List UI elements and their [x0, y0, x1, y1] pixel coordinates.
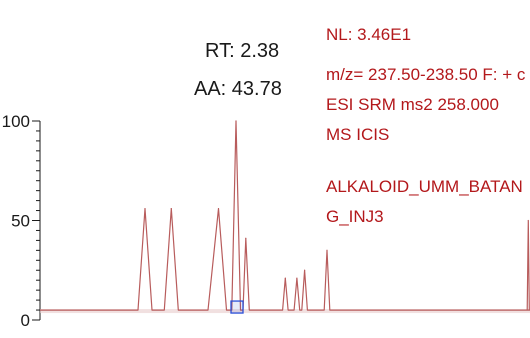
- y-tick-label: 50: [11, 212, 30, 231]
- data-point: [144, 207, 146, 210]
- info-nl: NL: 3.46E1: [326, 25, 411, 44]
- data-point: [326, 249, 328, 251]
- y-axis: 100 50 0: [2, 112, 41, 330]
- info-sample-line2: G_INJ3: [326, 207, 384, 226]
- data-point: [304, 269, 306, 271]
- data-point: [296, 277, 298, 279]
- info-ms: MS ICIS: [326, 125, 389, 144]
- peak-integration-marker: [230, 300, 244, 314]
- info-scan: ESI SRM ms2 258.000: [326, 95, 499, 114]
- data-point: [527, 219, 529, 222]
- info-sample-line1: ALKALOID_UMM_BATAN: [326, 177, 523, 196]
- data-point: [245, 237, 247, 240]
- data-point: [284, 277, 286, 279]
- peak-rt-label: RT: 2.38: [205, 40, 279, 62]
- chromatogram-trace: [40, 120, 530, 311]
- data-point: [170, 207, 172, 210]
- peak-marker-group: [230, 300, 244, 314]
- y-tick-label: 0: [21, 311, 30, 330]
- info-mz: m/z= 237.50-238.50 F: + c: [326, 65, 526, 84]
- data-point: [217, 207, 220, 210]
- edge-peak: [526, 220, 530, 311]
- y-tick-label: 100: [2, 112, 30, 131]
- data-point: [235, 120, 237, 122]
- trace-group: [40, 120, 530, 314]
- peak-area-label: AA: 43.78: [194, 78, 282, 100]
- baseline-band: [40, 309, 530, 314]
